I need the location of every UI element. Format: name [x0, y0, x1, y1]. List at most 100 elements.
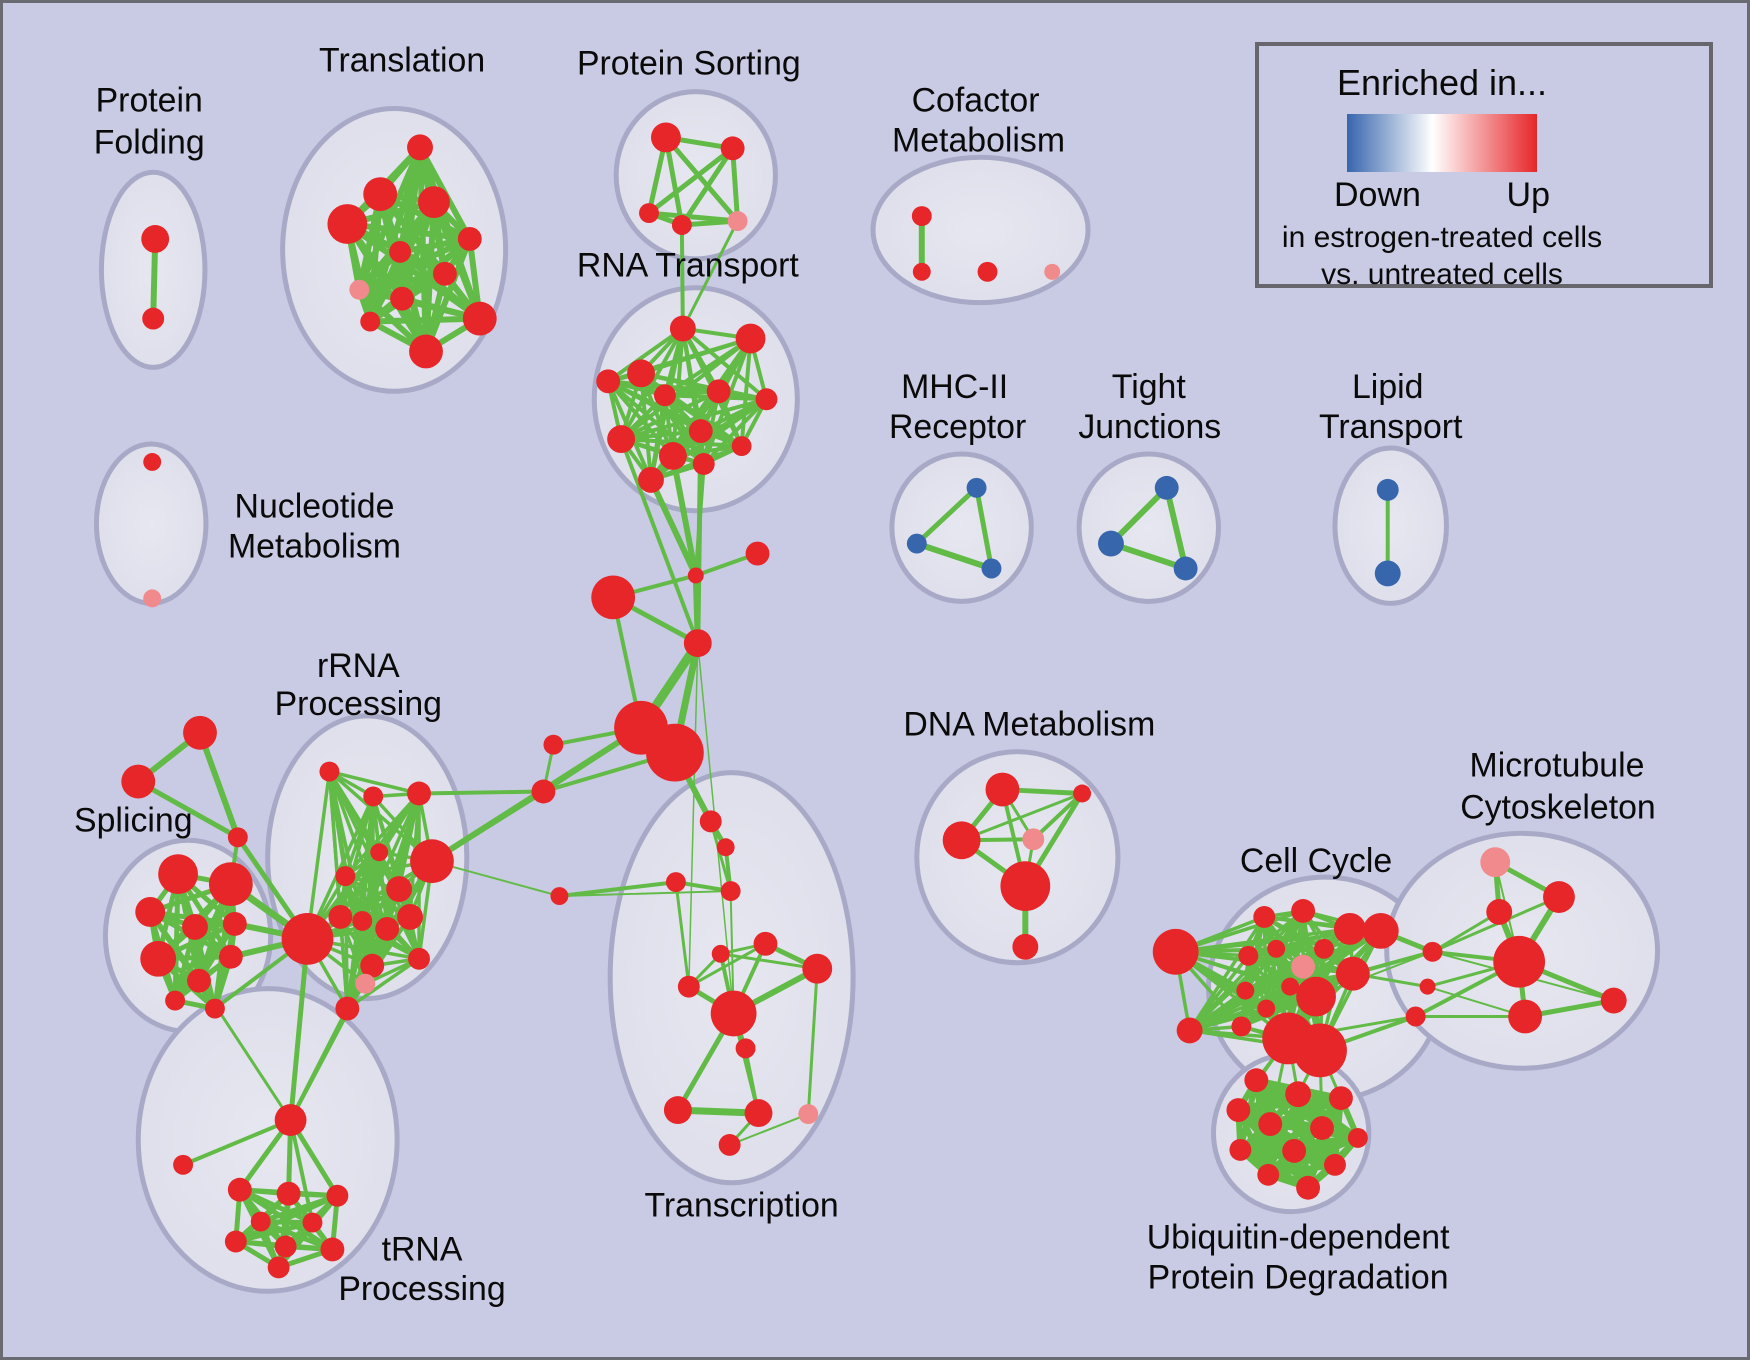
node-x1: [699, 810, 722, 833]
cluster-label-microtubule_cytoskeleton-line1: Microtubule: [1470, 747, 1645, 785]
cluster-label-mhc_ii_receptor-line1: MHC-II: [901, 368, 1008, 406]
edge: [669, 453, 699, 579]
node-d6: [1012, 933, 1039, 960]
cluster-label-nucleotide_metabolism-line1: Nucleotide: [235, 488, 395, 526]
node-r2: [735, 323, 766, 354]
node-s9: [165, 990, 186, 1011]
node-p4: [671, 215, 692, 235]
edge: [1187, 954, 1251, 1033]
node-b5: [1258, 1112, 1283, 1136]
node-x12: [798, 1104, 819, 1125]
edge: [1163, 484, 1189, 572]
labels-layer: Protein Folding Translation Protein Sorting…: [74, 42, 1656, 1309]
node-t1: [407, 134, 433, 161]
edge: [728, 1113, 810, 1146]
cluster-label-mhc_ii_receptor-line2: Receptor: [889, 408, 1026, 446]
edge: [197, 729, 241, 841]
cluster-label-lipid_transport-line2: Transport: [1319, 408, 1463, 446]
node-tr1: [183, 715, 217, 750]
edge: [680, 326, 769, 402]
node-s5: [222, 911, 247, 936]
edge: [687, 942, 767, 989]
node-q11: [397, 904, 424, 930]
node-s6: [140, 940, 177, 977]
node-h9: [267, 1256, 290, 1279]
edge: [557, 880, 678, 899]
cluster-label-lipid_transport-line1: Lipid: [1352, 368, 1423, 406]
node-h8: [320, 1237, 345, 1262]
node-g1: [1154, 475, 1179, 500]
node-b4: [1226, 1098, 1251, 1123]
node-q6: [386, 876, 413, 903]
legend-down-label: Down: [1334, 176, 1421, 214]
cluster-label-protein_folding-line2: Folding: [94, 123, 205, 161]
node-s3: [135, 897, 166, 927]
cluster-label-rrna_processing-line2: Processing: [275, 685, 442, 723]
cluster-label-transcription: Transcription: [644, 1187, 838, 1225]
node-x13: [718, 1133, 741, 1156]
cluster-ellipse-mhc_ii_receptor: [889, 451, 1034, 604]
edge: [172, 921, 238, 1004]
edge: [663, 134, 741, 224]
legend-box: Enriched in... Down Up in estrogen-treat…: [1255, 42, 1713, 291]
node-k11: [1335, 956, 1370, 991]
cluster-label-rrna_processing-line1: rRNA: [317, 647, 400, 685]
node-t2: [363, 177, 398, 212]
node-t12: [360, 311, 381, 332]
node-r13: [638, 466, 664, 493]
node-mc1: [1480, 847, 1511, 878]
node-k3: [1253, 905, 1276, 928]
legend-up-label: Up: [1506, 176, 1550, 214]
cluster-label-cofactor_metabolism-line2: Metabolism: [892, 121, 1065, 159]
node-k15: [1296, 976, 1336, 1017]
edge: [739, 336, 753, 449]
edge: [688, 642, 699, 988]
node-h3: [326, 1184, 349, 1207]
cluster-ellipse-lipid_transport: [1332, 445, 1449, 606]
cluster-label-tight_junctions-line2: Junctions: [1078, 408, 1221, 446]
cluster-ellipse-tight_junctions: [1076, 451, 1221, 604]
node-r10: [658, 442, 687, 470]
node-p5: [727, 211, 748, 231]
node-k1: [1152, 928, 1199, 975]
node-l2: [1374, 560, 1401, 587]
edge: [709, 819, 733, 893]
node-c1: [911, 206, 932, 227]
cluster-label-trna_processing-line2: Processing: [338, 1270, 505, 1308]
legend-content: Enriched in... Down Up in estrogen-treat…: [1259, 62, 1625, 293]
node-d1: [985, 772, 1020, 807]
node-s2: [208, 862, 253, 906]
edge: [181, 1118, 293, 1167]
edge: [606, 326, 685, 384]
edge: [674, 880, 691, 989]
node-t3: [327, 204, 368, 244]
legend-caption-line1: in estrogen-treated cells: [1281, 221, 1603, 254]
node-t9: [390, 286, 415, 311]
node-r9: [607, 425, 636, 454]
edge: [913, 540, 995, 572]
cluster-label-dna_metabolism: DNA Metabolism: [903, 706, 1155, 744]
node-q4: [370, 843, 389, 862]
edge: [619, 437, 700, 646]
nodes-layer: [121, 122, 1627, 1279]
legend-gradient-bar: [1347, 114, 1537, 172]
node-mc5: [1600, 987, 1627, 1014]
node-k12: [1236, 981, 1255, 1000]
node-n1: [143, 453, 162, 471]
cluster-label-cell_cycle: Cell Cycle: [1240, 842, 1392, 880]
node-b11: [1257, 1163, 1280, 1186]
node-q16: [335, 996, 360, 1021]
node-t4: [418, 186, 450, 219]
enrichment-map-svg: Protein Folding Translation Protein Sorting…: [74, 42, 1661, 1309]
node-j5: [543, 734, 564, 755]
node-b2: [1285, 1081, 1312, 1108]
node-j6: [531, 779, 556, 804]
edge: [1315, 950, 1434, 998]
node-q8: [328, 905, 353, 929]
node-k9: [1314, 938, 1334, 959]
node-t5: [457, 227, 482, 251]
node-s10: [204, 998, 225, 1019]
node-m1: [966, 477, 987, 498]
node-q3: [407, 781, 431, 806]
edge: [619, 437, 744, 449]
